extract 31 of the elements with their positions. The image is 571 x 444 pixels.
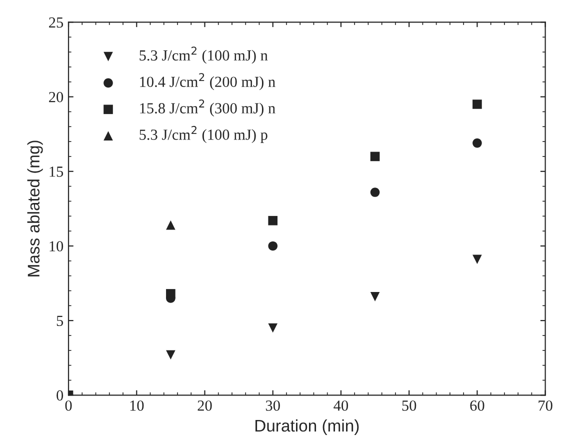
point [268,216,278,226]
point [472,138,482,148]
legend-label: 5.3 J/cm$^{2}$ (100 mJ) p [140,126,268,143]
x-tick-label: 0 [65,400,72,411]
legend-label: 15.8 J/cm$^{2}$ (300 mJ) n [140,100,276,117]
y-tick-label: 15 [50,166,64,177]
x-tick-label: 30 [266,400,280,411]
x-tick-label: 10 [130,400,144,411]
point [370,188,380,197]
legend-label: 10.4 J/cm$^{2}$ (200 mJ) n [140,73,276,90]
point [472,254,482,264]
x-tick-label: 60 [470,400,484,411]
x-tick-label: 20 [198,400,212,411]
legend-label: 5.3 J/cm$^{2}$ (100 mJ) n [140,46,268,64]
y-tick-label: 20 [49,92,64,102]
point [268,323,278,333]
point [268,241,278,251]
point [166,220,176,230]
y-tick-label: 25 [49,17,64,28]
x-tick-label: 40 [334,400,348,411]
y-tick-label: 10 [50,241,64,252]
point [370,152,380,162]
point [166,350,176,360]
x-axis-title: Duration (min) [255,419,359,435]
y-tick-label: 5 [56,316,64,326]
x-tick-label: 50 [402,400,416,411]
y-tick-label: 0 [56,390,64,401]
x-tick-label: 70 [538,400,552,411]
point [472,100,482,109]
point [370,292,380,302]
y-axis-title: Mass ablated (mg) [27,140,43,276]
